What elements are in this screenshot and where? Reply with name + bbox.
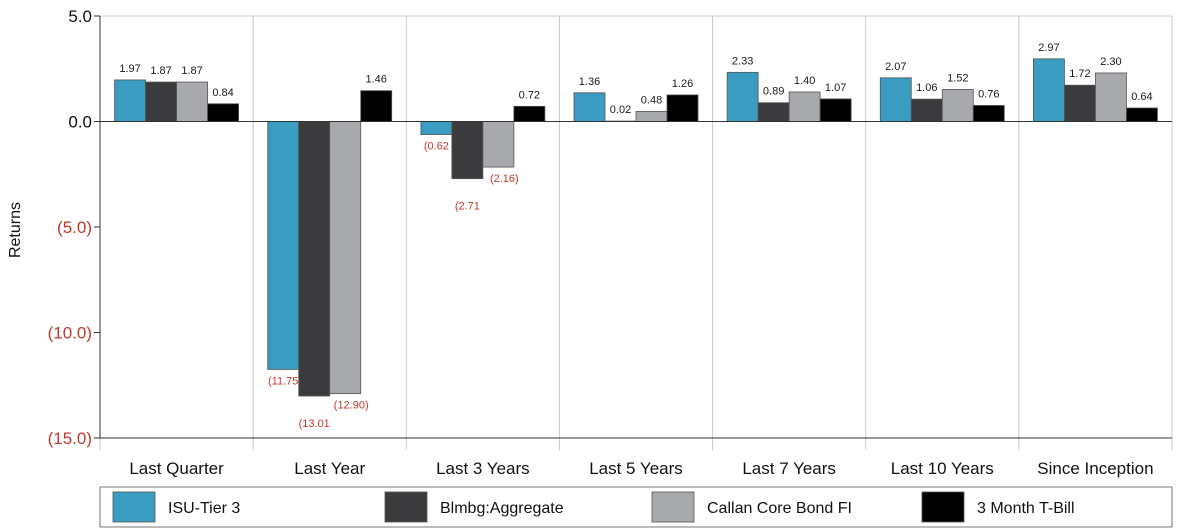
data-labels: 1.97 (11.75 (0.62 1.36 2.33 2.07 2.97 1.87 (13.0… xyxy=(119,42,1152,430)
y-tick-label: 5.0 xyxy=(68,7,92,26)
legend: ISU-Tier 3 Blmbg:Aggregate Callan Core Bon… xyxy=(99,486,1173,528)
bar-isu-tier-3 xyxy=(114,79,146,122)
bar-3-month-t-bill xyxy=(666,94,699,122)
data-label: (13.01 xyxy=(299,418,330,430)
y-tick-label: (10.0) xyxy=(48,324,92,343)
data-label: 1.36 xyxy=(579,76,600,88)
x-tick-label: Last Quarter xyxy=(129,459,224,478)
bar-isu-tier-3 xyxy=(1033,58,1065,122)
data-label: 0.02 xyxy=(610,104,631,116)
data-label: 0.72 xyxy=(519,89,540,101)
legend-swatch xyxy=(112,491,156,523)
data-label: 1.87 xyxy=(181,65,202,77)
bar-callan-core-bond-fi xyxy=(941,89,974,122)
bar-callan-core-bond-fi xyxy=(1095,72,1127,122)
data-label: 2.30 xyxy=(1100,56,1121,68)
data-label: (2.71 xyxy=(455,201,480,213)
data-label: 1.97 xyxy=(119,63,140,75)
bar-callan-core-bond-fi xyxy=(788,91,821,122)
bar-callan-core-bond-fi xyxy=(635,110,668,122)
x-tick-label: Last 5 Years xyxy=(589,459,683,478)
bar-isu-tier-3 xyxy=(879,77,912,122)
data-label: 0.48 xyxy=(641,94,662,106)
bar-3-month-t-bill xyxy=(819,98,852,122)
legend-swatch xyxy=(651,491,695,523)
bar-blmbg-aggregate xyxy=(910,98,943,122)
bar-blmbg-aggregate xyxy=(298,121,331,397)
bar-isu-tier-3 xyxy=(267,121,300,370)
bar-blmbg-aggregate xyxy=(757,102,790,122)
y-tick-label: 0.0 xyxy=(68,113,92,132)
bars xyxy=(114,58,1158,397)
data-label: 1.07 xyxy=(825,82,846,94)
data-label: 1.26 xyxy=(672,78,693,90)
bar-callan-core-bond-fi xyxy=(176,81,208,122)
x-tick-label: Last 3 Years xyxy=(436,459,530,478)
legend-swatch xyxy=(921,491,965,523)
legend-frame xyxy=(99,486,1173,528)
x-tick-label: Last 7 Years xyxy=(742,459,836,478)
bar-3-month-t-bill xyxy=(513,105,546,122)
data-label: 2.97 xyxy=(1038,42,1059,54)
data-label: 2.33 xyxy=(732,55,753,67)
y-tick-label: (5.0) xyxy=(57,218,92,237)
y-axis-label: Returns xyxy=(7,202,24,258)
data-label: (0.62 xyxy=(424,141,449,153)
data-label: (2.16) xyxy=(490,173,519,185)
axes xyxy=(94,15,1172,439)
x-tick-label: Last 10 Years xyxy=(891,459,994,478)
legend-label: ISU-Tier 3 xyxy=(168,500,240,517)
bar-isu-tier-3 xyxy=(420,121,453,135)
y-tick-label: (15.0) xyxy=(48,429,92,448)
bar-3-month-t-bill xyxy=(207,103,239,122)
legend-swatch xyxy=(384,491,428,523)
data-label: (12.90) xyxy=(334,400,369,412)
legend-label: 3 Month T-Bill xyxy=(977,500,1075,517)
grid-lines xyxy=(99,15,1173,450)
bar-blmbg-aggregate xyxy=(145,81,177,122)
legend-label: Callan Core Bond FI xyxy=(707,500,852,517)
bar-blmbg-aggregate xyxy=(451,121,484,180)
legend-label: Blmbg:Aggregate xyxy=(440,500,564,517)
data-label: 1.06 xyxy=(916,82,937,94)
bar-callan-core-bond-fi xyxy=(482,121,515,168)
data-label: (11.75 xyxy=(268,375,298,387)
data-label: 0.76 xyxy=(978,88,999,100)
data-label: 0.64 xyxy=(1131,91,1152,103)
bar-3-month-t-bill xyxy=(360,90,393,122)
bar-isu-tier-3 xyxy=(726,71,759,122)
x-tick-label: Last Year xyxy=(294,459,365,478)
tick-labels: 5.0 0.0 (5.0) (10.0) (15.0) Last Quarter Last … xyxy=(48,7,1154,478)
bar-blmbg-aggregate xyxy=(1064,84,1096,122)
bar-3-month-t-bill xyxy=(972,105,1005,122)
x-tick-label: Since Inception xyxy=(1037,459,1153,478)
data-label: 0.84 xyxy=(212,87,233,99)
data-label: 1.72 xyxy=(1069,68,1090,80)
bar-3-month-t-bill xyxy=(1126,107,1158,122)
data-label: 1.52 xyxy=(947,72,968,84)
data-label: 1.46 xyxy=(366,74,387,86)
bar-callan-core-bond-fi xyxy=(329,121,362,395)
data-label: 0.89 xyxy=(763,86,784,98)
bar-isu-tier-3 xyxy=(573,92,606,122)
data-label: 1.40 xyxy=(794,75,815,87)
data-label: 2.07 xyxy=(885,61,906,73)
data-label: 1.87 xyxy=(150,65,171,77)
